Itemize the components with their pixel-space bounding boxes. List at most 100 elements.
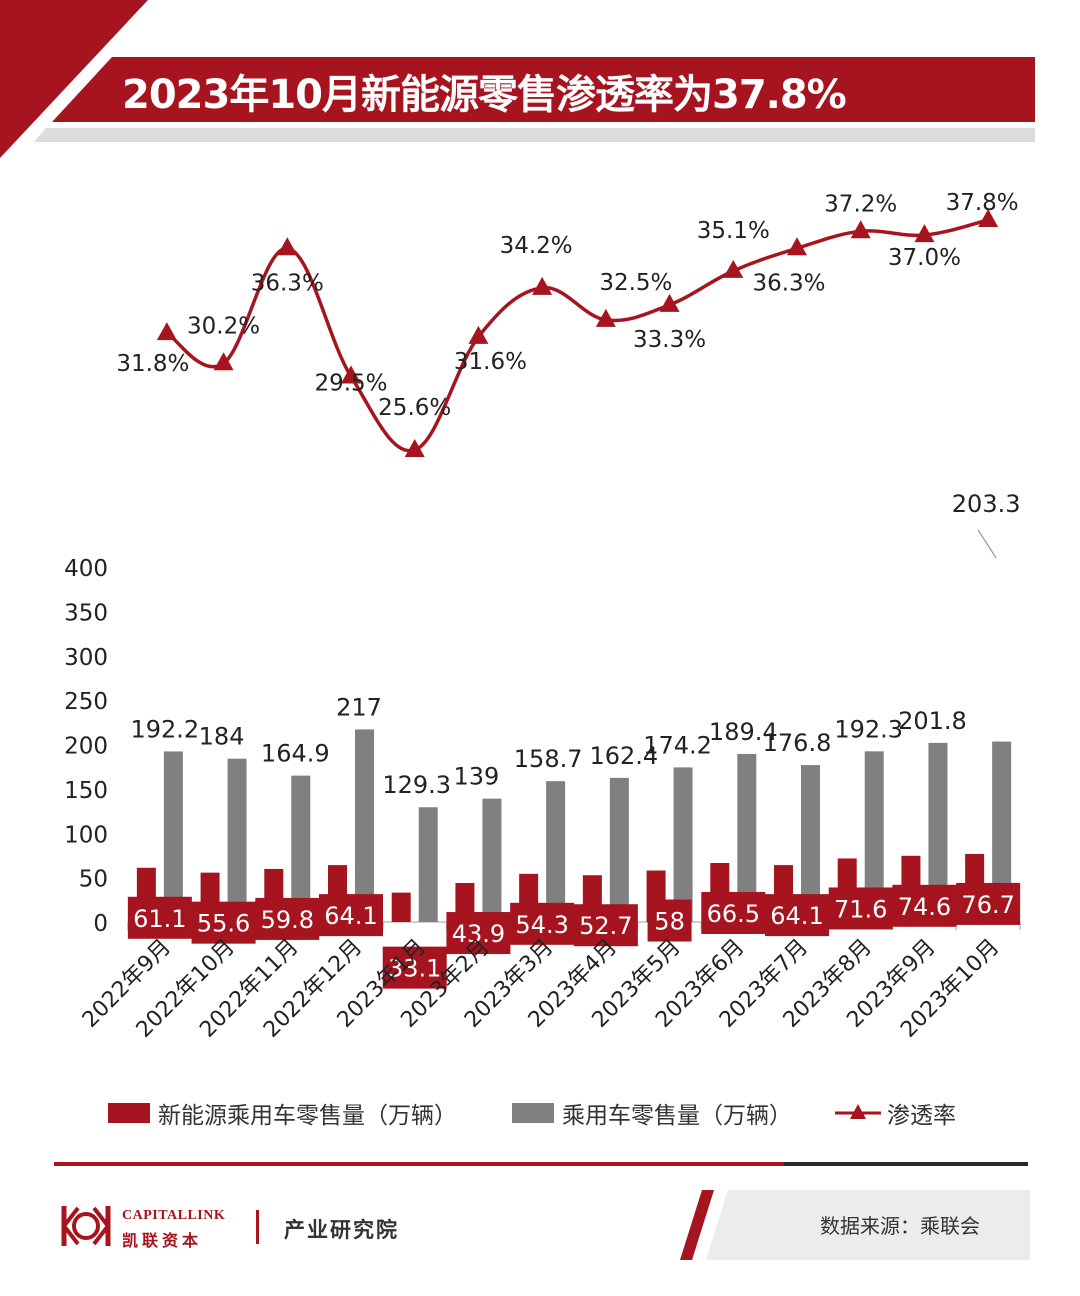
legend-item-nev: 新能源乘用车零售量（万辆） — [108, 1095, 457, 1131]
total-bar — [992, 741, 1012, 922]
rate-marker — [723, 259, 744, 278]
nev-data-label: 33.1 — [388, 955, 441, 983]
total-data-label: 217 — [336, 693, 382, 721]
legend: 新能源乘用车零售量（万辆） 乘用车零售量（万辆） 渗透率 — [0, 1095, 1080, 1131]
nev-data-label: 55.6 — [197, 910, 250, 938]
total-data-label: 158.7 — [514, 745, 583, 773]
header-banner — [0, 0, 1035, 158]
brand-separator — [256, 1210, 259, 1244]
y-tick-label: 50 — [79, 867, 108, 893]
nev-data-label: 58 — [654, 908, 685, 936]
nev-data-label: 64.1 — [324, 902, 377, 930]
y-tick-label: 100 — [64, 822, 108, 848]
legend-item-total: 乘用车零售量（万辆） — [512, 1095, 792, 1131]
title-bar-shadow — [34, 128, 1035, 142]
nev-label-box — [191, 901, 256, 944]
total-data-label: 129.3 — [382, 771, 451, 799]
total-bar — [864, 751, 884, 922]
rate-marker — [978, 209, 999, 227]
rate-marker — [659, 293, 680, 312]
total-label-leader — [977, 529, 997, 559]
brand-name-cn: 凯联资本 — [122, 1231, 203, 1250]
nev-label-box — [255, 897, 320, 940]
nev-label-box — [382, 946, 447, 989]
rate-data-label: 37.0% — [888, 245, 961, 271]
rate-data-label: 31.8% — [116, 351, 189, 377]
y-tick-label: 150 — [64, 778, 108, 804]
rate-data-label: 32.5% — [599, 270, 672, 296]
rate-marker — [277, 237, 298, 256]
rate-marker — [156, 322, 177, 341]
total-bar — [737, 753, 757, 922]
nev-data-label: 66.5 — [707, 900, 760, 928]
rate-marker — [341, 365, 361, 384]
rate-data-label: 36.3% — [251, 270, 324, 296]
total-bar — [482, 798, 502, 922]
rate-marker — [595, 308, 616, 327]
total-data-label: 189.4 — [709, 718, 778, 746]
rate-marker — [468, 325, 489, 344]
total-bar — [355, 729, 374, 922]
legend-swatch-total — [512, 1103, 554, 1123]
nev-bar — [391, 892, 411, 922]
nev-data-label: 76.7 — [961, 891, 1014, 919]
nev-label-box — [765, 894, 829, 937]
data-source: 数据来源：乘联会 — [820, 1214, 980, 1238]
y-tick-label: 350 — [64, 600, 108, 626]
total-bar — [546, 781, 566, 922]
nev-label-box — [446, 912, 511, 955]
nev-label-box — [510, 902, 575, 945]
nev-data-label: 52.7 — [579, 912, 632, 940]
nev-data-label: 71.6 — [834, 895, 887, 923]
corner-triangle — [0, 0, 148, 158]
y-tick-label: 250 — [64, 689, 108, 715]
rate-data-label: 33.3% — [633, 327, 706, 353]
y-tick-label: 300 — [64, 645, 108, 671]
nev-label-box — [701, 891, 766, 934]
total-data-label: 176.8 — [763, 729, 832, 757]
chart-area: 0 50 100 150 200 250 300 350 400 61.1 55.6 59.8 64.1… — [64, 190, 1021, 1043]
nev-data-label: 59.8 — [261, 906, 314, 934]
total-bar — [418, 807, 438, 922]
total-data-label: 164.9 — [261, 740, 330, 768]
rate-data-label: 31.6% — [454, 349, 527, 375]
nev-data-label: 54.3 — [515, 911, 568, 939]
total-data-label: 201.8 — [898, 707, 967, 735]
rate-data-label: 35.1% — [697, 218, 770, 244]
nev-label-box — [647, 899, 692, 942]
capitallink-logo-icon — [61, 1206, 111, 1246]
nev-label-box — [319, 894, 383, 937]
brand-name-en: CAPITALLINK — [122, 1208, 226, 1223]
total-bar — [673, 767, 693, 922]
y-tick-label: 400 — [64, 556, 108, 582]
rate-marker — [532, 276, 553, 295]
total-bar — [609, 777, 629, 922]
rate-marker — [787, 237, 807, 256]
nev-data-label: 74.6 — [898, 893, 951, 921]
nev-label-box — [956, 882, 1021, 925]
rate-marker — [213, 352, 234, 371]
nev-label-box — [828, 887, 893, 930]
total-bar — [163, 751, 183, 922]
total-bar — [227, 758, 247, 922]
rate-data-label: 34.2% — [500, 233, 573, 259]
total-bar — [291, 775, 311, 922]
rate-data-label: 29.5% — [314, 370, 387, 396]
y-tick-label: 0 — [93, 911, 108, 937]
legend-swatch-rate — [835, 1104, 881, 1119]
total-data-label: 192.3 — [834, 715, 903, 743]
legend-label-rate: 渗透率 — [887, 1103, 956, 1129]
rate-marker — [404, 439, 425, 457]
legend-item-rate: 渗透率 — [835, 1095, 956, 1131]
title-bar — [52, 57, 1035, 122]
rate-data-label: 36.3% — [752, 270, 825, 296]
rate-marker — [850, 220, 871, 239]
total-data-label: 203.3 — [952, 490, 1021, 518]
rate-data-label: 25.6% — [378, 395, 451, 421]
rate-marker — [914, 224, 935, 243]
total-data-label: 162.4 — [589, 742, 658, 770]
rate-data-label: 37.2% — [824, 191, 897, 217]
page-title: 2023年10月新能源零售渗透率为37.8% — [122, 72, 847, 118]
rate-data-label: 30.2% — [187, 313, 260, 339]
legend-label-total: 乘用车零售量（万辆） — [562, 1103, 792, 1129]
